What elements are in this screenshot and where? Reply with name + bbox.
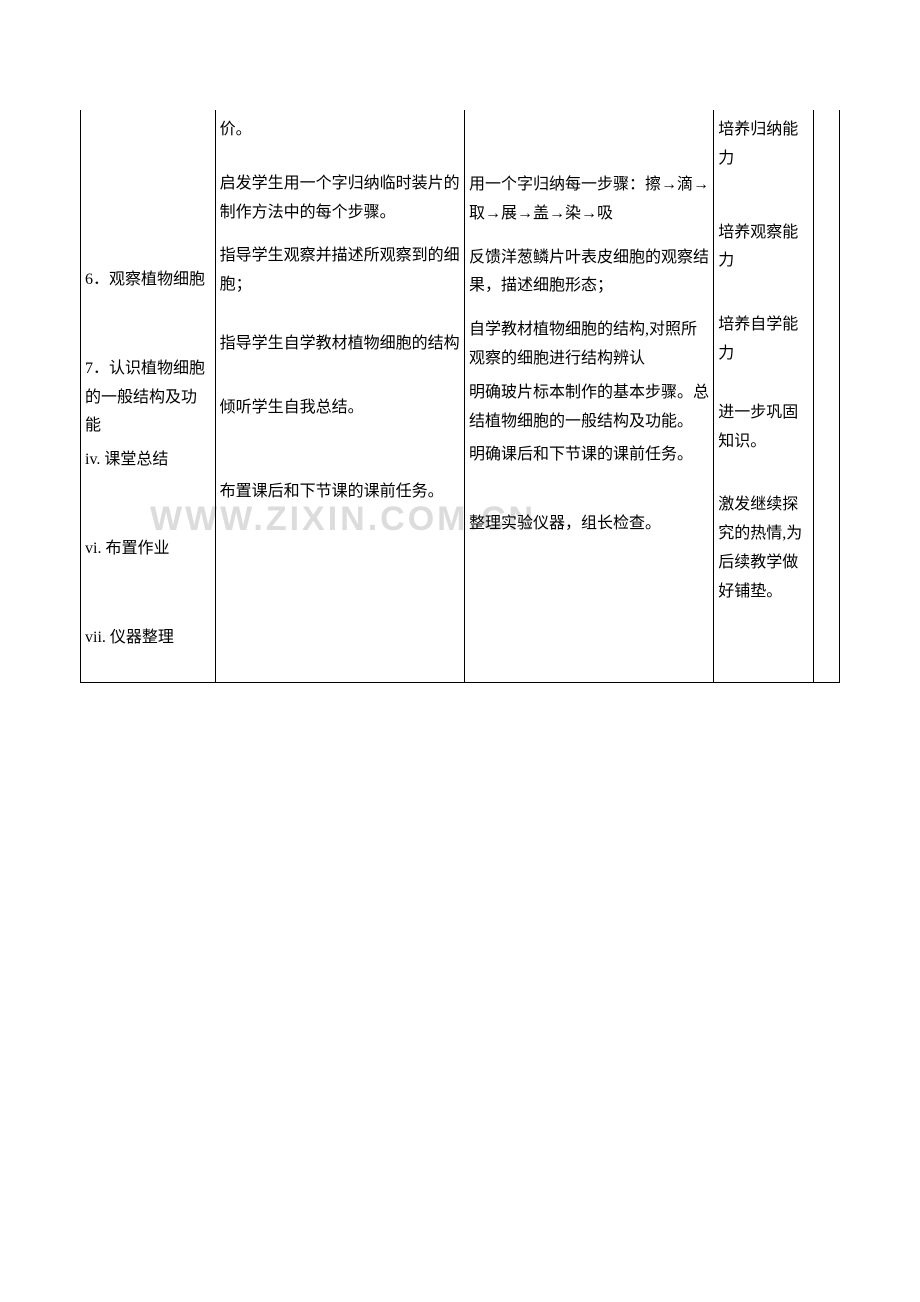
teacher-activity-text: 指导学生自学教材植物细胞的结构 (220, 330, 460, 359)
step-vi-label: vi. 布置作业 (85, 535, 211, 564)
step-6-label: 6．观察植物细胞 (85, 266, 211, 295)
purpose-text: 培养观察能力 (718, 219, 809, 277)
table-cell-steps: 6．观察植物细胞 7．认识植物细胞的一般结构及功能 iv. 课堂总结 vi. 布… (81, 110, 216, 682)
purpose-text: 激发继续探究的热情,为后续教学做好铺垫。 (718, 491, 809, 606)
student-activity-text: 整理实验仪器，组长检查。 (469, 510, 709, 539)
teacher-activity-text: 启发学生用一个字归纳临时装片的制作方法中的每个步骤。 (220, 170, 460, 228)
step-vii-label: vii. 仪器整理 (85, 624, 211, 653)
student-activity-text: 明确课后和下节课的课前任务。 (469, 441, 709, 470)
step-7-label: 7．认识植物细胞的一般结构及功能 (85, 355, 211, 441)
table-cell-purpose: 培养归纳能力 培养观察能力 培养自学能力 进一步巩固知识。 激发继续探究的热情,… (714, 110, 814, 682)
student-activity-text: 明确玻片标本制作的基本步骤。总结植物细胞的一般结构及功能。 (469, 379, 709, 437)
table-row: 6．观察植物细胞 7．认识植物细胞的一般结构及功能 iv. 课堂总结 vi. 布… (81, 110, 839, 682)
step-iv-label: iv. 课堂总结 (85, 446, 211, 475)
teacher-activity-text: 指导学生观察并描述所观察到的细胞； (220, 242, 460, 300)
purpose-text: 培养自学能力 (718, 311, 809, 369)
lesson-plan-table: 6．观察植物细胞 7．认识植物细胞的一般结构及功能 iv. 课堂总结 vi. 布… (80, 110, 840, 683)
student-activity-text: 反馈洋葱鳞片叶表皮细胞的观察结果，描述细胞形态； (469, 244, 709, 302)
student-activity-text: 用一个字归纳每一步骤：擦→滴→取→展→盖→染→吸 (469, 171, 709, 229)
table-cell-teacher-activity: 价。 启发学生用一个字归纳临时装片的制作方法中的每个步骤。 指导学生观察并描述所… (216, 110, 465, 682)
teacher-activity-text: 价。 (220, 116, 460, 145)
purpose-text: 培养归纳能力 (718, 116, 809, 174)
purpose-text: 进一步巩固知识。 (718, 399, 809, 457)
table-cell-student-activity: 用一个字归纳每一步骤：擦→滴→取→展→盖→染→吸 反馈洋葱鳞片叶表皮细胞的观察结… (465, 110, 714, 682)
teacher-activity-text: 倾听学生自我总结。 (220, 394, 460, 423)
student-activity-text: 自学教材植物细胞的结构,对照所观察的细胞进行结构辨认 (469, 316, 709, 374)
teacher-activity-text: 布置课后和下节课的课前任务。 (220, 478, 460, 507)
table-cell-empty (814, 110, 839, 682)
